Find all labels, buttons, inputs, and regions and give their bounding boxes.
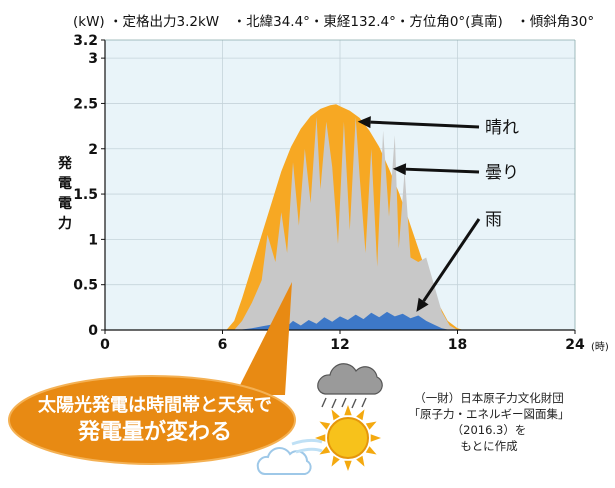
y-tick-label: 1	[88, 232, 98, 248]
sun-ray	[356, 455, 365, 467]
y-tick-label: 1.5	[73, 187, 98, 203]
y-axis-label: 発電電力	[57, 155, 73, 232]
sun-icon	[315, 405, 381, 471]
sun-ray	[356, 409, 365, 421]
y-tick-label: 0	[88, 323, 98, 339]
tick-labels: 0 0.5 1 1.5 2 2.5 3 3.2 0 6 12 18 24	[73, 33, 585, 353]
cloud-icon	[256, 438, 323, 476]
x-tick-label: 18	[448, 337, 467, 353]
annotation-arrow-line	[422, 218, 481, 302]
source-line-3: もとに作成	[460, 439, 518, 453]
sun-ray	[365, 421, 377, 430]
sun-ray	[365, 446, 377, 455]
callout-line-2: 発電量が変わる	[77, 420, 232, 445]
axes	[104, 39, 576, 331]
y-tick-label: 2	[88, 142, 98, 158]
sun-ray	[319, 446, 331, 455]
callout-bubble	[8, 282, 296, 465]
source-line-2: 「原子力・エネルギー図面集」（2016.3）を	[408, 407, 570, 437]
annotation-label: 晴れ	[485, 118, 519, 138]
source-note: （一財）日本原子力文化財団 「原子力・エネルギー図面集」（2016.3）を もと…	[384, 390, 594, 454]
callout-pointer	[235, 282, 292, 395]
callout-shape	[8, 375, 296, 465]
series-areas	[226, 104, 464, 330]
series-area-2	[234, 117, 458, 330]
y-tick-label: 0.5	[73, 278, 98, 294]
y-tick-label: 2.5	[73, 96, 98, 112]
annotation-label: 雨	[485, 210, 502, 230]
y-axis-label-char: 電	[58, 175, 72, 192]
annotation-arrow-line	[370, 120, 480, 129]
sun-ray	[315, 434, 326, 442]
callout-text: 太陽光発電は時間帯と天気で 発電量が変わる	[20, 392, 290, 446]
sun-ray	[331, 455, 340, 467]
x-tick-label: 0	[100, 337, 110, 353]
y-axis-label-char: 発	[57, 155, 73, 172]
y-tick-label: 3	[88, 51, 98, 67]
sun-ray	[319, 421, 331, 430]
y-axis-label-char: 電	[58, 195, 72, 212]
annotation-arrow-line	[405, 167, 480, 174]
x-tick-label: 6	[218, 337, 228, 353]
series-area-3	[238, 311, 450, 330]
callout-line-1: 太陽光発電は時間帯と天気で	[38, 395, 272, 416]
y-axis-label-char: 力	[58, 215, 72, 232]
sun-ray	[331, 409, 340, 421]
sun-ray	[344, 405, 352, 416]
annotation-label: 曇り	[485, 163, 519, 183]
sun-ray	[344, 460, 352, 471]
x-tick-label: 24	[565, 337, 585, 353]
sun-ray	[370, 434, 381, 442]
x-tick-label: 12	[330, 337, 349, 353]
x-axis-unit: (時)	[591, 341, 609, 353]
chart-subtitle: (kW) ・定格出力3.2kW ・北緯34.4°・東経132.4°・方位角0°(…	[73, 14, 594, 30]
annotation-arrow-head	[392, 163, 407, 176]
rain-cloud-icon	[317, 363, 383, 409]
annotation-arrow-head	[416, 297, 429, 312]
annotation-arrow-head	[357, 116, 371, 129]
source-line-1: （一財）日本原子力文化財団	[414, 391, 564, 405]
y-tick-label: 3.2	[73, 33, 98, 49]
